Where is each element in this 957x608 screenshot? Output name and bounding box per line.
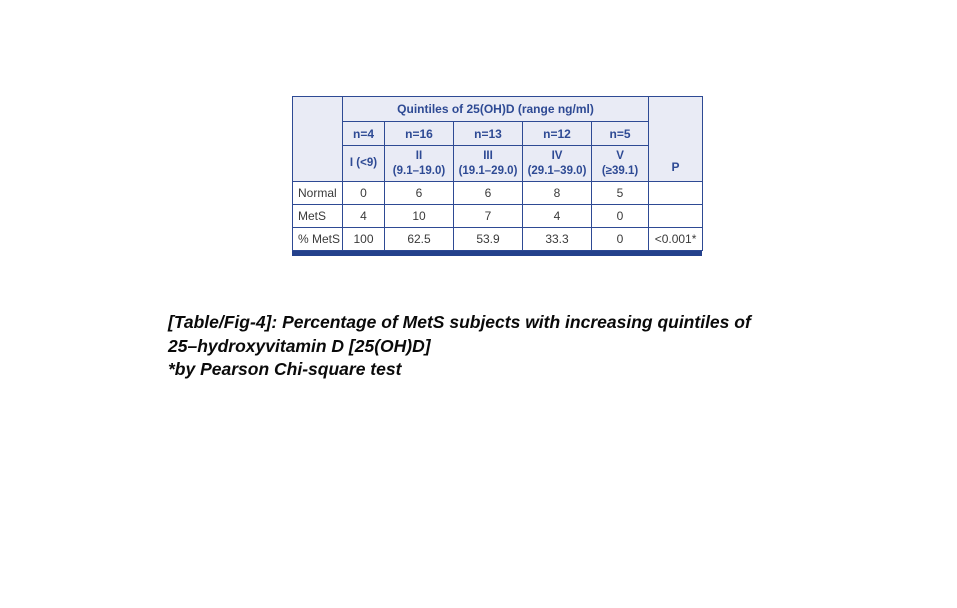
- row-label-cell: % MetS: [292, 227, 343, 251]
- quintile-range: (≥39.1): [601, 164, 639, 177]
- quintile-range: (9.1–19.0): [392, 164, 446, 177]
- p-column-header-cell: P: [648, 96, 704, 182]
- table-bottom-bar: [292, 251, 702, 256]
- data-cell: 7: [453, 204, 523, 228]
- count-cell: n=5: [590, 121, 650, 146]
- data-cell: 8: [522, 181, 592, 205]
- quintile-range: (19.1–29.0): [458, 164, 518, 177]
- data-cell: 4: [522, 204, 592, 228]
- figure-caption: [Table/Fig-4]: Percentage of MetS subjec…: [168, 311, 913, 382]
- data-cell: 0: [342, 181, 385, 205]
- quintile-numeral: III: [483, 149, 493, 162]
- counts-row: n=4 n=16 n=13 n=12 n=5: [293, 121, 703, 146]
- row-label-cell: Normal: [292, 181, 343, 205]
- group-title-cell: Quintiles of 25(OH)D (range ng/ml): [341, 96, 650, 122]
- table-row-mets: MetS 4 10 7 4 0: [292, 204, 704, 228]
- caption-line: [Table/Fig-4]: Percentage of MetS subjec…: [168, 312, 751, 332]
- quintiles-table: Quintiles of 25(OH)D (range ng/ml) P n=4…: [292, 96, 704, 251]
- quintile-cell: V (≥39.1): [590, 145, 650, 182]
- data-cell: 0: [590, 227, 650, 251]
- data-cell: 33.3: [522, 227, 592, 251]
- p-value-cell: <0.001*: [648, 227, 704, 251]
- table-row-pct-mets: % MetS 100 62.5 53.9 33.3 0 <0.001*: [292, 227, 704, 251]
- header-group-row: Quintiles of 25(OH)D (range ng/ml) P: [292, 96, 704, 182]
- corner-cell: [292, 96, 343, 182]
- data-cell: 5: [590, 181, 650, 205]
- data-cell: 62.5: [384, 227, 454, 251]
- count-cell: n=12: [522, 121, 592, 146]
- data-cell: 100: [342, 227, 385, 251]
- p-value-cell: [648, 204, 704, 228]
- count-cell: n=13: [453, 121, 523, 146]
- quintile-cell: I (<9): [342, 145, 385, 182]
- count-cell: n=16: [384, 121, 454, 146]
- quintile-cell: II (9.1–19.0): [384, 145, 454, 182]
- quintile-labels-row: I (<9) II (9.1–19.0) III (19.1–29.0) IV …: [293, 145, 703, 182]
- caption-line: *by Pearson Chi-square test: [168, 359, 402, 379]
- data-cell: 53.9: [453, 227, 523, 251]
- p-value-cell: [648, 181, 704, 205]
- data-cell: 6: [453, 181, 523, 205]
- caption-line: 25–hydroxyvitamin D [25(OH)D]: [168, 335, 431, 356]
- row-label-cell: MetS: [292, 204, 343, 228]
- data-cell: 10: [384, 204, 454, 228]
- quintile-cell: IV (29.1–39.0): [522, 145, 592, 182]
- quintile-numeral: V: [616, 149, 624, 162]
- quintile-range: (29.1–39.0): [527, 164, 587, 177]
- data-cell: 6: [384, 181, 454, 205]
- count-cell: n=4: [342, 121, 385, 146]
- quintile-numeral: IV: [551, 149, 563, 162]
- quintile-numeral: II: [415, 149, 423, 162]
- quintiles-table-figure: Quintiles of 25(OH)D (range ng/ml) P n=4…: [292, 96, 704, 256]
- table-row-normal: Normal 0 6 6 8 5: [292, 181, 704, 205]
- quintile-cell: III (19.1–29.0): [453, 145, 523, 182]
- quintile-numeral: I (<9): [349, 157, 378, 170]
- data-cell: 4: [342, 204, 385, 228]
- data-cell: 0: [590, 204, 650, 228]
